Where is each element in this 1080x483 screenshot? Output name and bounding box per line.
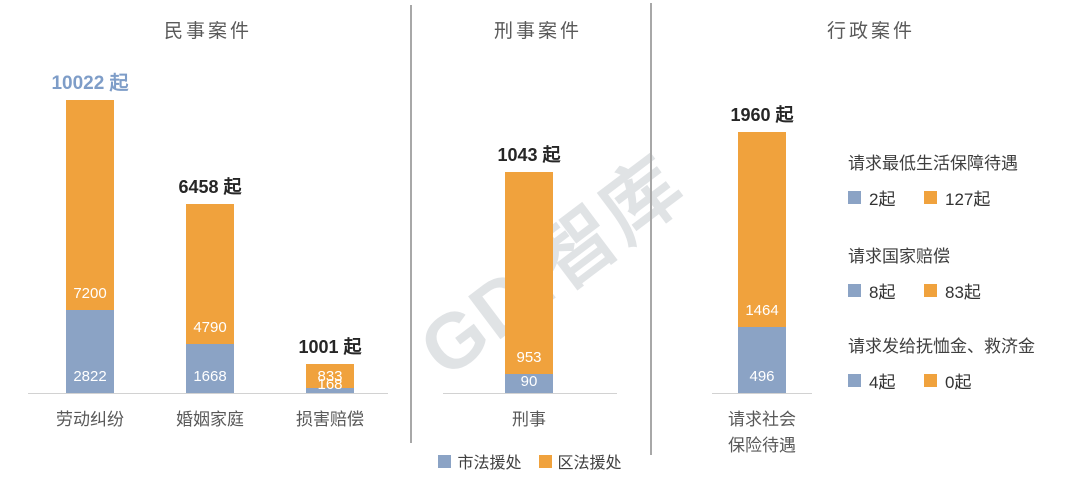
orange-swatch-icon [924, 284, 937, 297]
blue-swatch-icon [848, 191, 861, 204]
annotation-row: 2起 127起 [848, 185, 1073, 210]
axis-baseline [712, 393, 812, 394]
bar-category-line: 请求社会 [728, 410, 796, 429]
annotation-item-orange: 83起 [924, 278, 981, 303]
chart-legend: 市法援处 区法援处 [400, 449, 660, 473]
legend-item-label: 市法援处 [457, 455, 522, 472]
panel-title: 刑事案件 [493, 21, 583, 42]
bar-value-orange: 953 [516, 349, 542, 366]
bar-total-label: 1960 起 [730, 105, 794, 125]
bar-category-label: 损害赔偿 [255, 407, 405, 433]
annotation-group: 请求最低生活保障待遇 2起 127起 [848, 153, 1073, 210]
annotation-row: 4起 0起 [848, 368, 1073, 393]
panel-title: 行政案件 [826, 21, 916, 42]
annotation-value-blue: 2起 [869, 190, 896, 209]
bar-value-orange: 833 [317, 368, 343, 385]
blue-legend-swatch-icon [438, 454, 452, 468]
bar-category-line: 刑事 [512, 410, 546, 429]
annotation-group: 请求发给抚恤金、救济金 4起 0起 [848, 336, 1073, 393]
bar-total-label: 6458 起 [178, 177, 242, 197]
bar-segment-blue [738, 327, 786, 393]
annotation-value-orange: 0起 [945, 373, 972, 392]
bar-segment-orange [306, 364, 354, 388]
annotation-value-orange: 127起 [945, 190, 991, 209]
panel-divider-1 [410, 5, 412, 443]
legend-item: 区法援处 [538, 449, 622, 473]
bar-value-blue: 2822 [73, 368, 107, 385]
annotation-title: 请求最低生活保障待遇 [848, 154, 1018, 173]
annotation-value-blue: 8起 [869, 283, 896, 302]
annotation-title: 请求发给抚恤金、救济金 [848, 337, 1035, 356]
annotation-value-blue: 4起 [869, 373, 896, 392]
bar-category-label: 劳动纠纷 [15, 407, 165, 433]
bar-segment-blue [306, 388, 354, 393]
bar-value-orange: 4790 [193, 319, 227, 336]
bar-value-orange: 7200 [73, 285, 107, 302]
annotation-item-orange: 0起 [924, 368, 971, 393]
bar-category-label: 请求社会 保险待遇 [687, 407, 837, 459]
orange-swatch-icon [924, 191, 937, 204]
bar-segment-orange [738, 132, 786, 327]
bar-category-line: 保险待遇 [728, 436, 796, 455]
bar-value-orange: 1464 [745, 302, 779, 319]
axis-baseline [443, 393, 617, 394]
legend-item: 市法援处 [438, 449, 522, 473]
bar-category-line: 婚姻家庭 [176, 410, 244, 429]
bar-value-blue: 496 [749, 368, 775, 385]
bar-segment-blue [186, 344, 234, 393]
annotation-title: 请求国家赔偿 [848, 247, 950, 266]
bar-total-label: 1001 起 [298, 337, 362, 357]
bar-value-blue: 90 [520, 373, 538, 390]
bar-category-line: 劳动纠纷 [56, 410, 124, 429]
bar-total-label: 1043 起 [497, 145, 561, 165]
bar-segment-orange [505, 172, 553, 374]
bar-category-line: 损害赔偿 [296, 410, 364, 429]
annotation-item-orange: 127起 [924, 185, 990, 210]
bar-segment-orange [66, 100, 114, 310]
bar-value-blue: 1668 [193, 368, 227, 385]
annotation-row: 8起 83起 [848, 278, 1073, 303]
axis-baseline [28, 393, 388, 394]
orange-swatch-icon [924, 374, 937, 387]
panel-title: 民事案件 [163, 21, 253, 42]
annotation-item-blue: 4起 [848, 368, 924, 393]
bar-segment-blue [505, 374, 553, 393]
bar-segment-orange [186, 204, 234, 344]
bar-category-label: 刑事 [454, 407, 604, 433]
bar-value-blue: 168 [317, 376, 343, 393]
blue-swatch-icon [848, 374, 861, 387]
annotation-item-blue: 2起 [848, 185, 924, 210]
bar-segment-blue [66, 310, 114, 393]
annotation-item-blue: 8起 [848, 278, 924, 303]
panel-divider-2 [650, 3, 652, 455]
orange-legend-swatch-icon [538, 454, 552, 468]
blue-swatch-icon [848, 284, 861, 297]
annotation-group: 请求国家赔偿 8起 83起 [848, 246, 1073, 303]
bar-category-label: 婚姻家庭 [135, 407, 285, 433]
legend-item-label: 区法援处 [557, 455, 622, 472]
bar-total-label: 10022 起 [51, 73, 129, 94]
annotation-value-orange: 83起 [945, 283, 981, 302]
